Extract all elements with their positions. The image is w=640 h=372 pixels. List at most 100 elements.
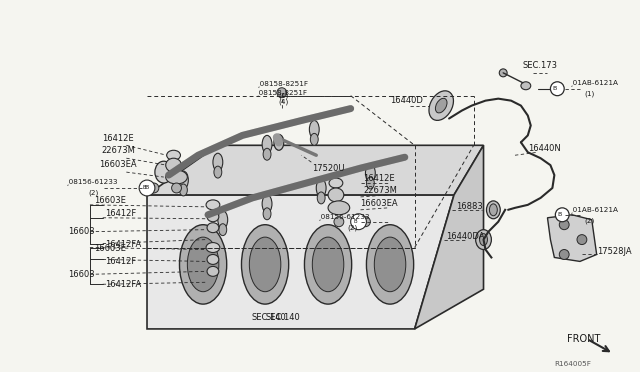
Ellipse shape bbox=[309, 121, 319, 138]
Text: ¸08158-8251F: ¸08158-8251F bbox=[256, 89, 308, 96]
Text: B: B bbox=[142, 186, 146, 190]
Ellipse shape bbox=[374, 237, 406, 292]
Ellipse shape bbox=[367, 225, 413, 304]
Text: ¸08156-61233: ¸08156-61233 bbox=[318, 214, 371, 220]
Text: (1): (1) bbox=[584, 90, 594, 97]
Circle shape bbox=[556, 208, 569, 222]
Text: SEC.173: SEC.173 bbox=[523, 61, 558, 70]
Text: 16603: 16603 bbox=[68, 270, 95, 279]
Ellipse shape bbox=[305, 225, 351, 304]
Ellipse shape bbox=[207, 254, 219, 264]
Text: ¸08156-61233: ¸08156-61233 bbox=[67, 179, 119, 185]
Ellipse shape bbox=[179, 184, 188, 196]
Ellipse shape bbox=[188, 237, 219, 292]
Circle shape bbox=[172, 183, 182, 193]
Circle shape bbox=[351, 214, 367, 230]
Circle shape bbox=[277, 88, 287, 98]
Ellipse shape bbox=[219, 224, 227, 235]
Ellipse shape bbox=[312, 237, 344, 292]
Ellipse shape bbox=[365, 164, 375, 182]
Ellipse shape bbox=[213, 153, 223, 171]
Text: 16412FA: 16412FA bbox=[105, 280, 141, 289]
Ellipse shape bbox=[207, 223, 219, 232]
Circle shape bbox=[559, 250, 569, 259]
Circle shape bbox=[360, 217, 371, 227]
Ellipse shape bbox=[262, 135, 272, 153]
Ellipse shape bbox=[241, 225, 289, 304]
Ellipse shape bbox=[329, 178, 343, 188]
Text: ¸08158-8251F: ¸08158-8251F bbox=[257, 80, 309, 87]
Text: 17520U: 17520U bbox=[312, 164, 345, 173]
Ellipse shape bbox=[317, 192, 325, 204]
Text: (2): (2) bbox=[348, 224, 358, 231]
Polygon shape bbox=[547, 215, 596, 262]
Text: SEC.140: SEC.140 bbox=[265, 312, 300, 321]
Ellipse shape bbox=[479, 234, 488, 246]
Text: 16603EA: 16603EA bbox=[99, 160, 136, 169]
Text: (4): (4) bbox=[278, 98, 288, 105]
Polygon shape bbox=[415, 145, 483, 329]
Ellipse shape bbox=[207, 266, 219, 276]
Ellipse shape bbox=[263, 148, 271, 160]
Text: ¸01AB-6121A: ¸01AB-6121A bbox=[570, 206, 619, 213]
Ellipse shape bbox=[310, 134, 318, 145]
Ellipse shape bbox=[328, 188, 344, 202]
Ellipse shape bbox=[214, 166, 222, 178]
Ellipse shape bbox=[435, 98, 447, 113]
Ellipse shape bbox=[486, 201, 500, 219]
Text: B: B bbox=[552, 86, 557, 91]
Circle shape bbox=[334, 217, 344, 227]
Ellipse shape bbox=[250, 237, 281, 292]
Ellipse shape bbox=[206, 243, 220, 253]
Text: 16440DA: 16440DA bbox=[446, 232, 484, 241]
Text: R164005F: R164005F bbox=[554, 361, 591, 367]
Ellipse shape bbox=[179, 225, 227, 304]
Ellipse shape bbox=[166, 150, 180, 160]
Text: SEC.140: SEC.140 bbox=[252, 312, 286, 321]
Text: 16883: 16883 bbox=[456, 202, 483, 211]
Text: 16412F: 16412F bbox=[105, 257, 136, 266]
Circle shape bbox=[139, 180, 155, 196]
Ellipse shape bbox=[155, 161, 173, 183]
Text: 22673M: 22673M bbox=[102, 146, 136, 155]
Ellipse shape bbox=[206, 200, 220, 210]
Circle shape bbox=[559, 220, 569, 230]
Text: FRONT: FRONT bbox=[567, 334, 600, 344]
Polygon shape bbox=[147, 145, 483, 195]
Ellipse shape bbox=[207, 212, 219, 222]
Text: 16412FA: 16412FA bbox=[105, 240, 141, 249]
Text: B: B bbox=[557, 212, 561, 217]
Ellipse shape bbox=[316, 179, 326, 197]
Ellipse shape bbox=[367, 177, 374, 189]
Ellipse shape bbox=[429, 91, 454, 121]
Circle shape bbox=[577, 235, 587, 244]
Circle shape bbox=[499, 69, 507, 77]
Ellipse shape bbox=[166, 158, 182, 172]
Text: 16603: 16603 bbox=[68, 227, 95, 236]
Ellipse shape bbox=[166, 170, 188, 184]
Polygon shape bbox=[147, 195, 454, 329]
Ellipse shape bbox=[262, 195, 272, 213]
Text: ¸01AB-6121A: ¸01AB-6121A bbox=[570, 80, 619, 86]
Text: (2): (2) bbox=[584, 218, 594, 224]
Text: 16603E: 16603E bbox=[94, 244, 125, 253]
Ellipse shape bbox=[274, 134, 284, 150]
Ellipse shape bbox=[218, 211, 228, 229]
Text: 16603EA: 16603EA bbox=[360, 199, 398, 208]
Ellipse shape bbox=[476, 230, 492, 250]
Circle shape bbox=[149, 183, 159, 193]
Text: 16440N: 16440N bbox=[528, 144, 561, 153]
Text: 16412E: 16412E bbox=[102, 134, 133, 143]
Text: 16412F: 16412F bbox=[105, 209, 136, 218]
Ellipse shape bbox=[328, 201, 349, 215]
Ellipse shape bbox=[179, 171, 188, 189]
Text: (4): (4) bbox=[279, 92, 289, 99]
Text: B: B bbox=[354, 219, 357, 224]
Text: 16603E: 16603E bbox=[94, 196, 125, 205]
Ellipse shape bbox=[263, 208, 271, 220]
Text: 17528JA: 17528JA bbox=[596, 247, 631, 256]
Text: 16412E: 16412E bbox=[364, 174, 395, 183]
Circle shape bbox=[550, 82, 564, 96]
Text: 22673M: 22673M bbox=[364, 186, 397, 195]
Text: 16440D: 16440D bbox=[390, 96, 423, 105]
